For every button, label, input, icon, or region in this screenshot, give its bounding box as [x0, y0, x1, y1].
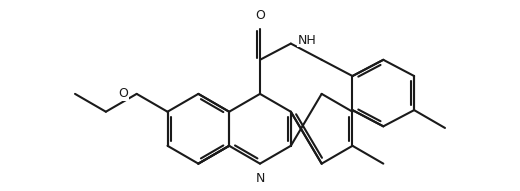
Text: O: O [255, 10, 265, 23]
Text: N: N [255, 172, 265, 185]
Text: O: O [119, 87, 128, 100]
Text: NH: NH [297, 34, 316, 47]
